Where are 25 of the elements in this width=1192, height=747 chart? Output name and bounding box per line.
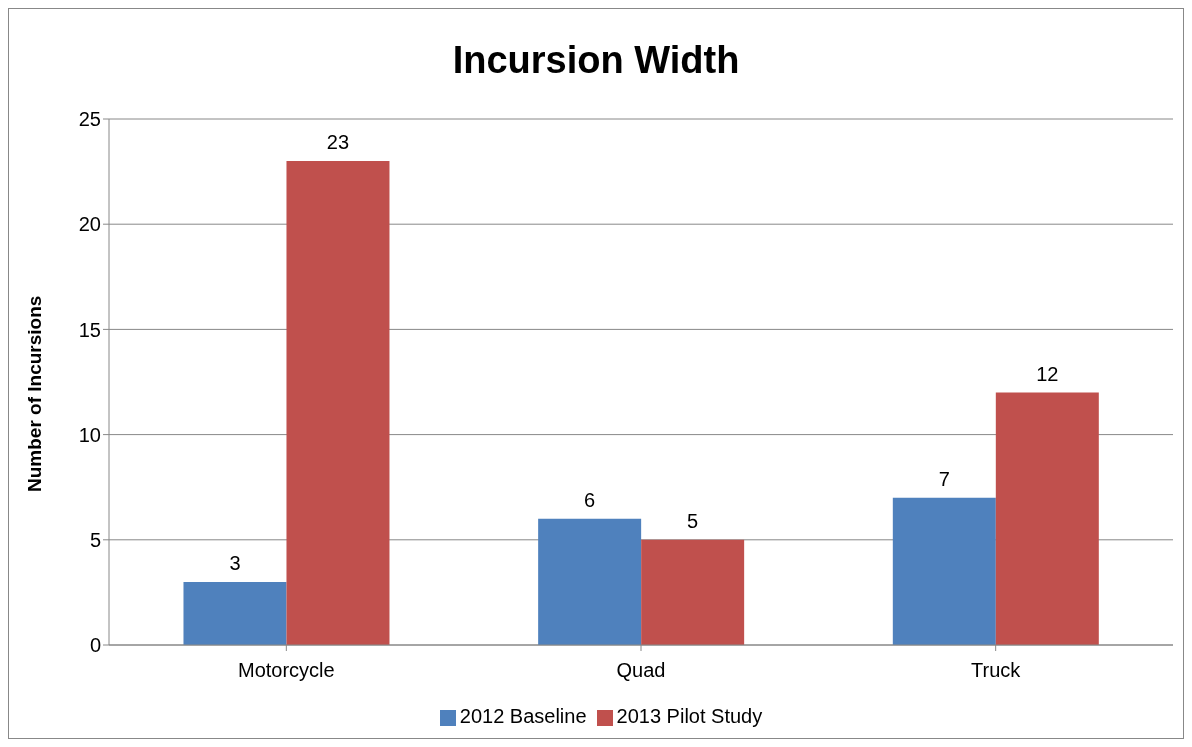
y-tick-label: 25: [78, 108, 101, 131]
bar: [538, 518, 642, 645]
x-tick-label: Motorcycle: [237, 659, 335, 682]
legend-label: 2012 Baseline: [459, 705, 587, 727]
y-tick-label: 15: [78, 318, 101, 341]
y-axis-title: Number of Incursions: [23, 295, 45, 492]
data-label: 5: [687, 509, 699, 532]
bar: [286, 161, 390, 645]
legend-label: 2013 Pilot Study: [616, 705, 763, 727]
y-tick-label: 5: [89, 528, 101, 551]
data-label: 6: [584, 488, 596, 511]
y-tick-label: 20: [78, 213, 101, 236]
data-label: 12: [1036, 362, 1059, 385]
bar: [183, 581, 287, 645]
data-label: 3: [229, 551, 241, 574]
y-tick-label: 10: [78, 423, 101, 446]
chart-title: Incursion Width: [451, 39, 741, 82]
data-label: 23: [326, 131, 350, 154]
bar: [995, 392, 1099, 645]
data-label: 7: [938, 467, 950, 490]
bar: [892, 497, 996, 645]
y-tick-label: 0: [89, 634, 101, 657]
x-tick-label: Truck: [971, 659, 1022, 682]
bar: [641, 539, 745, 645]
x-tick-label: Quad: [616, 659, 666, 682]
